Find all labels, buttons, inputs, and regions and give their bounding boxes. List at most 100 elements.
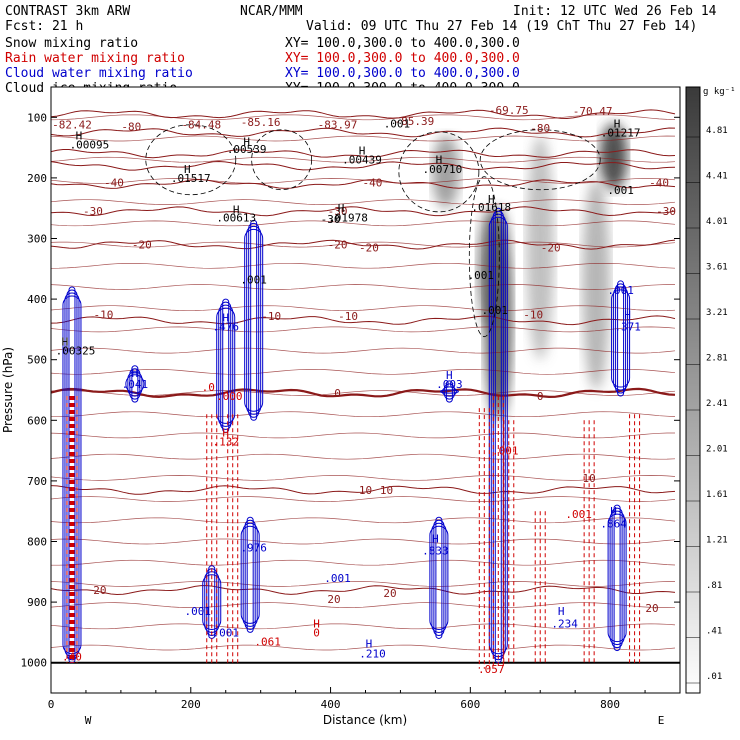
cloud-water-contour — [125, 374, 145, 394]
field-xy-rain: XY= 100.0,300.0 to 400.0,300.0 — [285, 51, 520, 66]
isotherm-label: -84.48 — [181, 119, 221, 132]
isotherm-minor — [51, 475, 676, 481]
extremum-label: .01978 — [328, 211, 368, 224]
isotherm-minor — [51, 220, 676, 227]
colorbar-tick-label: 1.61 — [706, 490, 728, 500]
extremum-label: .864 — [600, 517, 627, 530]
isotherm-minor — [51, 559, 676, 566]
isotherm-label: -20 — [359, 242, 379, 255]
y-tick-label: 500 — [27, 354, 47, 367]
extremum-label: H — [76, 129, 83, 142]
isotherm-minor — [51, 178, 676, 184]
isotherm-label: 0 — [334, 387, 341, 400]
y-tick-label: 1000 — [21, 657, 48, 670]
isotherm-label: -30 — [328, 205, 348, 218]
extremum-label: H — [488, 193, 495, 206]
isotherm-label: -10 — [261, 310, 281, 323]
cloud-water-contour — [435, 516, 443, 639]
cloud-water-contour — [611, 507, 623, 649]
cloud-ice-contour — [468, 176, 500, 338]
isotherm-minor — [51, 305, 676, 312]
isotherm-label: 20 — [93, 584, 106, 597]
field-label-snow: Snow mixing ratio — [5, 36, 138, 51]
x-tick-label: 200 — [181, 698, 201, 711]
cloud-water-contour — [607, 513, 627, 643]
temperature-contours — [51, 109, 680, 664]
x-axis: 0 200 400 600 800 — [48, 687, 646, 711]
cloud-water-contour — [615, 283, 627, 394]
extremum-label: H — [184, 163, 191, 176]
y-tick-label: 300 — [27, 233, 47, 246]
isotherm-label: 20 — [327, 593, 340, 606]
snow-plume — [526, 135, 555, 360]
colorbar-tick-label: .01 — [706, 672, 722, 682]
isotherm-minor — [51, 432, 675, 439]
isotherm-0 — [51, 387, 676, 399]
extremum-label: .234 — [551, 617, 578, 630]
colorbar-tick-label: 4.81 — [706, 126, 728, 136]
field-xy-snow: XY= 100.0,300.0 to 400.0,300.0 — [285, 36, 520, 51]
isotherm-label: -69.75 — [489, 104, 529, 117]
extremum-label: .0 — [202, 381, 215, 394]
isotherm-label: -10 — [523, 308, 543, 321]
isotherm-label: -82.42 — [52, 119, 92, 132]
extremum-label: H — [233, 203, 240, 216]
isotherm-label: -10 — [93, 308, 113, 321]
cloud-water-contour — [613, 504, 621, 652]
forecast-hour: Fcst: 21 h — [5, 19, 83, 34]
extremum-label: .001 — [492, 445, 519, 458]
extremum-label: H — [222, 426, 229, 439]
isotherm-minor — [51, 262, 676, 269]
isotherm-20 — [51, 585, 676, 596]
isotherm-label: -30 — [83, 205, 103, 218]
extremum-label: H — [446, 369, 453, 382]
plot-layer: -82.42 -84.48 -85.16 -83.97 -85.39 -69.75 -70.… — [51, 104, 680, 676]
y-tick-label: 800 — [27, 536, 47, 549]
isotherm-label: -80 — [530, 122, 550, 135]
cloud-water-contour — [441, 386, 457, 397]
extremum-label: .003 — [436, 378, 463, 391]
extremum-label: .00710 — [423, 163, 463, 176]
isotherm-minor — [51, 156, 676, 163]
isotherm-minor — [51, 326, 676, 333]
isotherm-minor — [51, 114, 676, 121]
cloud-water-contour — [246, 516, 254, 633]
isotherm-minus40 — [51, 178, 676, 189]
extremum-label: .00095 — [70, 139, 110, 152]
isotherm-minus10 — [51, 315, 676, 326]
isotherm-minor — [51, 284, 675, 290]
extremum-label: H — [436, 154, 443, 167]
y-axis-label: Pressure (hPa) — [1, 347, 15, 433]
colorbar: g kg⁻¹ .01 .41 .81 1.21 1.61 2.01 2.41 2.81 3.21… — [685, 86, 736, 694]
extremum-label: 0 — [313, 626, 320, 639]
extremum-label: .01217 — [601, 126, 641, 139]
isotherm-label: 20 — [645, 602, 658, 615]
extremum-label: .371 — [614, 320, 641, 333]
isotherm-label: -83.97 — [318, 119, 358, 132]
extremum-label: H — [624, 308, 631, 321]
cloud-water-contour — [244, 228, 264, 412]
cloud-water-contour — [131, 365, 139, 403]
colorbar-tick-label: 2.81 — [706, 354, 728, 364]
isotherm-label: -40 — [363, 177, 383, 190]
cloud-ice-contour — [145, 124, 237, 196]
isotherm-10 — [51, 485, 676, 495]
isotherm-minor — [51, 517, 676, 524]
isotherm-minus50 — [51, 160, 676, 171]
colorbar-ramp — [685, 86, 701, 694]
isotherm-minus30 — [51, 206, 676, 217]
y-tick-label: 400 — [27, 293, 47, 306]
isotherm-label: -40 — [104, 177, 124, 190]
isotherm-minor — [51, 538, 676, 545]
isotherm-minor — [51, 581, 676, 587]
isotherm-label: 10 — [380, 484, 393, 497]
extremum-label: .001 — [607, 284, 634, 297]
cloud-water-contour — [216, 307, 236, 424]
cloud-water-contour — [488, 216, 508, 655]
extremum-label: H — [338, 202, 345, 215]
isotherm-minor — [51, 602, 676, 608]
org-label: NCAR/MMM — [240, 4, 303, 19]
extremum-label: .001 — [212, 626, 239, 639]
extremum-label: H — [366, 637, 373, 650]
